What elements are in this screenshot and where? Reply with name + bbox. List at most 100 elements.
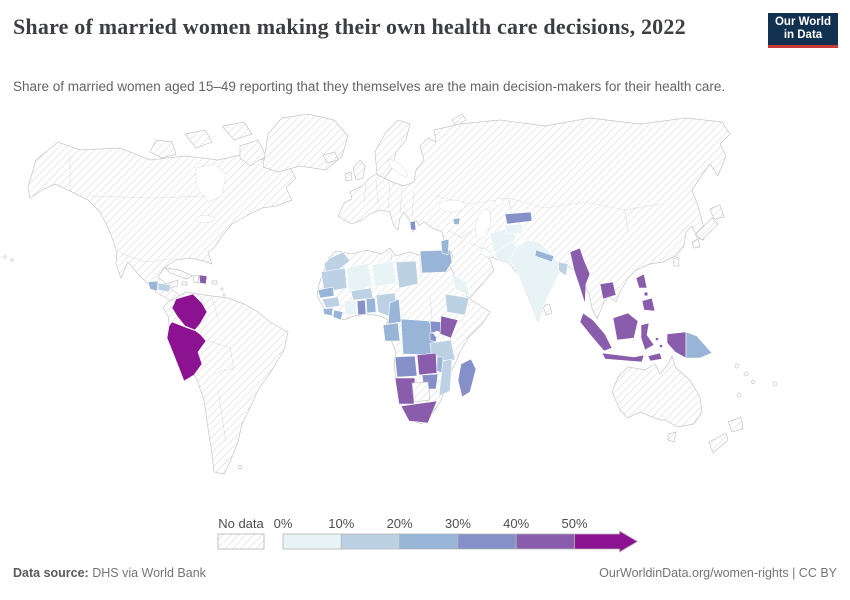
country-nepal[interactable] bbox=[534, 249, 555, 263]
country-myanmar[interactable] bbox=[569, 247, 591, 305]
legend-bin-30%[interactable] bbox=[457, 533, 517, 550]
country-indonesia-sulawesi[interactable] bbox=[640, 322, 655, 351]
landmass-pacific-island[interactable] bbox=[736, 392, 742, 398]
country-cambodia[interactable] bbox=[599, 281, 617, 300]
country-papua-new-guinea[interactable] bbox=[685, 331, 713, 359]
landmass-pacific-island[interactable] bbox=[743, 371, 749, 377]
landmass-greenland[interactable] bbox=[262, 113, 349, 173]
chart-footer: Data source: DHS via World Bank OurWorld… bbox=[0, 566, 850, 580]
landmass-arctic-islands[interactable] bbox=[221, 121, 253, 141]
country-honduras[interactable] bbox=[157, 282, 172, 293]
country-armenia[interactable] bbox=[452, 217, 461, 226]
footer-link[interactable]: OurWorldinData.org/women-rights | CC BY bbox=[599, 566, 837, 580]
landmass-scandinavia[interactable] bbox=[374, 119, 411, 180]
landmass-pacific-island[interactable] bbox=[734, 363, 740, 369]
landmass-new-zealand[interactable] bbox=[727, 416, 744, 433]
country-indonesia-java[interactable] bbox=[601, 352, 645, 363]
landmass-sri-lanka[interactable] bbox=[542, 303, 553, 316]
landmass-pacific-island[interactable] bbox=[10, 258, 14, 262]
country-mozambique[interactable] bbox=[438, 358, 453, 397]
landmass-pacific-island[interactable] bbox=[751, 380, 755, 384]
country-madagascar[interactable] bbox=[457, 358, 477, 398]
landmass-japan[interactable] bbox=[709, 204, 725, 220]
country-gabon-congo[interactable] bbox=[382, 322, 401, 342]
great-lakes bbox=[195, 215, 215, 223]
country-peru[interactable] bbox=[166, 321, 207, 382]
country-tajikistan[interactable] bbox=[504, 223, 524, 235]
country-chad[interactable] bbox=[395, 260, 419, 289]
landmass-japan[interactable] bbox=[695, 217, 719, 241]
landmass-australia[interactable] bbox=[611, 355, 703, 428]
owid-logo[interactable]: Our World in Data bbox=[768, 13, 838, 48]
landmass-haiti[interactable] bbox=[192, 274, 200, 284]
country-indonesia-lesser-sunda[interactable] bbox=[647, 352, 663, 362]
country-colombia[interactable] bbox=[171, 293, 208, 331]
country-namibia[interactable] bbox=[394, 377, 416, 405]
country-cote-divoire[interactable] bbox=[343, 299, 358, 316]
landmass-novaya-zemlya[interactable] bbox=[451, 113, 467, 127]
country-togo-benin[interactable] bbox=[365, 297, 377, 314]
country-kyrgyzstan[interactable] bbox=[504, 211, 533, 225]
landmass-taiwan[interactable] bbox=[672, 256, 680, 267]
landmass-baffin[interactable] bbox=[239, 139, 267, 167]
country-dominican-republic[interactable] bbox=[198, 274, 208, 285]
country-mauritania[interactable] bbox=[320, 267, 348, 292]
landmass-antilles[interactable] bbox=[220, 287, 224, 291]
country-albania[interactable] bbox=[409, 220, 417, 231]
country-philippines[interactable] bbox=[635, 273, 648, 289]
landmass-antilles[interactable] bbox=[222, 293, 226, 297]
country-ghana[interactable] bbox=[356, 299, 367, 316]
country-guatemala[interactable] bbox=[147, 280, 159, 292]
legend-bin-20%[interactable] bbox=[399, 533, 459, 550]
legend-no-data-swatch[interactable] bbox=[217, 533, 265, 550]
country-zambia[interactable] bbox=[416, 352, 438, 376]
landmass-japan[interactable] bbox=[691, 238, 701, 249]
country-burkina-faso[interactable] bbox=[350, 287, 374, 301]
country-indonesia-maluku[interactable] bbox=[655, 337, 659, 341]
country-bangladesh[interactable] bbox=[557, 261, 569, 277]
country-ethiopia[interactable] bbox=[444, 293, 470, 316]
country-indonesia-sumatra[interactable] bbox=[579, 312, 613, 352]
country-jordan[interactable] bbox=[440, 238, 450, 256]
legend-tick-label: 40% bbox=[503, 516, 529, 531]
country-guinea[interactable] bbox=[321, 296, 341, 309]
legend-bin-0%[interactable] bbox=[282, 533, 342, 550]
country-philippines[interactable] bbox=[641, 297, 656, 312]
legend-bin-50%[interactable] bbox=[574, 530, 639, 553]
landmass-pacific-island[interactable] bbox=[3, 255, 7, 259]
landmass-uk[interactable] bbox=[352, 159, 366, 181]
landmass-eurasia[interactable] bbox=[337, 117, 731, 322]
landmass-arctic-islands[interactable] bbox=[184, 129, 213, 149]
country-yemen[interactable] bbox=[450, 272, 471, 297]
country-philippines[interactable] bbox=[643, 291, 649, 297]
landmass-iceland[interactable] bbox=[322, 151, 339, 164]
landmass-jamaica[interactable] bbox=[181, 281, 188, 286]
landmass-botswana[interactable] bbox=[411, 381, 431, 403]
country-indonesia-maluku[interactable] bbox=[659, 344, 663, 348]
landmass-ireland[interactable] bbox=[344, 171, 353, 182]
country-indonesia-papua[interactable] bbox=[666, 331, 687, 359]
legend-tick-label: 30% bbox=[445, 516, 471, 531]
landmass-cuba[interactable] bbox=[164, 267, 193, 280]
legend-bin-10%[interactable] bbox=[340, 533, 400, 550]
country-kenya[interactable] bbox=[439, 315, 459, 339]
country-indonesia-borneo[interactable] bbox=[612, 312, 639, 341]
landmass-puerto-rico[interactable] bbox=[211, 280, 218, 285]
country-senegal[interactable] bbox=[317, 286, 335, 299]
landmass-pacific-island[interactable] bbox=[772, 381, 778, 387]
country-liberia[interactable] bbox=[332, 309, 344, 321]
landmass-tasmania[interactable] bbox=[667, 431, 677, 443]
landmass-new-zealand[interactable] bbox=[708, 432, 729, 454]
country-cameroon[interactable] bbox=[387, 298, 402, 325]
country-niger[interactable] bbox=[371, 260, 397, 288]
landmass-arctic-islands[interactable] bbox=[149, 139, 177, 159]
country-south-africa[interactable] bbox=[400, 400, 438, 424]
country-sierra-leone[interactable] bbox=[322, 307, 334, 317]
hudson-bay bbox=[195, 163, 227, 203]
landmass-falklands[interactable] bbox=[238, 465, 242, 469]
legend-tick-label: 0% bbox=[274, 516, 293, 531]
legend-bin-40%[interactable] bbox=[515, 533, 575, 550]
data-source-label: Data source: bbox=[13, 566, 89, 580]
country-mali[interactable] bbox=[346, 262, 373, 293]
country-angola[interactable] bbox=[394, 355, 418, 378]
